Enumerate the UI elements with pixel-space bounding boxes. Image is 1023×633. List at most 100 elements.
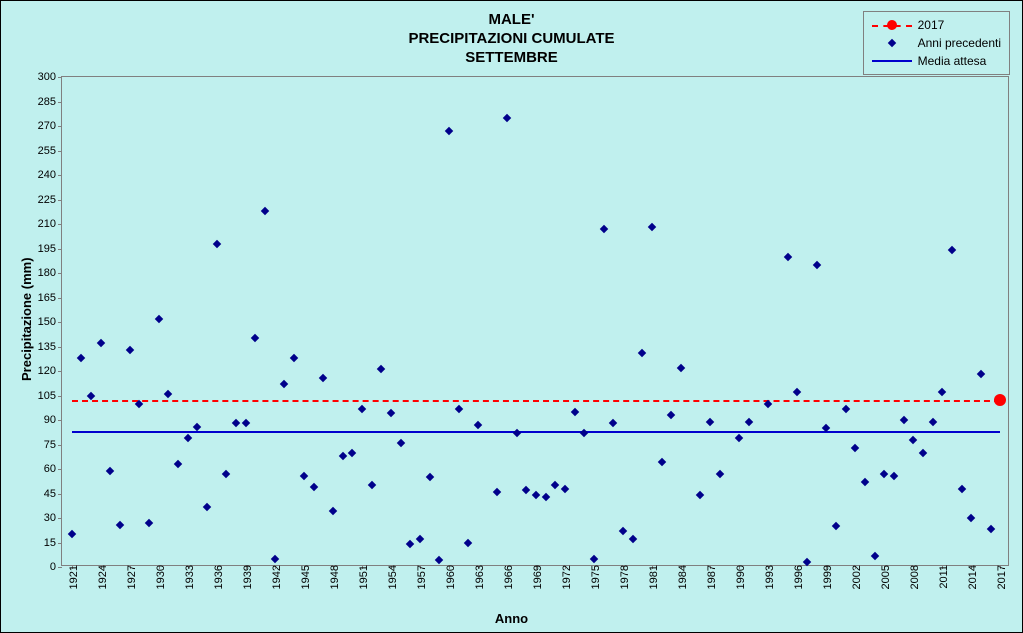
data-point bbox=[300, 471, 308, 479]
data-point bbox=[561, 484, 569, 492]
y-tick-label: 240 bbox=[38, 169, 62, 181]
legend-item-2017: 2017 bbox=[872, 16, 1001, 34]
data-point bbox=[522, 486, 530, 494]
x-tick-label: 1990 bbox=[731, 565, 747, 589]
data-point bbox=[948, 246, 956, 254]
data-point bbox=[222, 470, 230, 478]
x-tick-label: 1951 bbox=[354, 565, 370, 589]
data-point bbox=[406, 540, 414, 548]
y-tick-label: 300 bbox=[38, 71, 62, 83]
x-tick-label: 1930 bbox=[151, 565, 167, 589]
data-point bbox=[735, 434, 743, 442]
x-tick-label: 1984 bbox=[673, 565, 689, 589]
data-point bbox=[928, 417, 936, 425]
data-point bbox=[164, 390, 172, 398]
x-tick-label: 1975 bbox=[586, 565, 602, 589]
data-point bbox=[909, 435, 917, 443]
data-point bbox=[251, 334, 259, 342]
x-tick-label: 2002 bbox=[847, 565, 863, 589]
y-tick-label: 270 bbox=[38, 120, 62, 132]
data-point bbox=[551, 481, 559, 489]
data-point bbox=[590, 555, 598, 563]
y-tick-label: 255 bbox=[38, 145, 62, 157]
x-tick-label: 1981 bbox=[644, 565, 660, 589]
data-point bbox=[503, 114, 511, 122]
y-tick-label: 150 bbox=[38, 316, 62, 328]
year-2017-line bbox=[72, 400, 1001, 402]
x-tick-label: 1948 bbox=[325, 565, 341, 589]
legend-item-mean: Media attesa bbox=[872, 52, 1001, 70]
data-point bbox=[493, 488, 501, 496]
data-point bbox=[387, 409, 395, 417]
year-2017-marker bbox=[994, 394, 1006, 406]
legend-label-mean: Media attesa bbox=[918, 54, 987, 68]
legend-swatch-prev bbox=[872, 36, 912, 50]
data-point bbox=[783, 252, 791, 260]
data-point bbox=[454, 404, 462, 412]
data-point bbox=[145, 519, 153, 527]
data-point bbox=[338, 452, 346, 460]
data-point bbox=[203, 502, 211, 510]
data-point bbox=[648, 223, 656, 231]
data-point bbox=[745, 417, 753, 425]
data-point bbox=[184, 434, 192, 442]
y-tick-label: 90 bbox=[44, 414, 62, 426]
data-point bbox=[125, 346, 133, 354]
data-point bbox=[890, 471, 898, 479]
data-point bbox=[609, 419, 617, 427]
y-tick-label: 60 bbox=[44, 463, 62, 475]
data-point bbox=[377, 365, 385, 373]
y-tick-label: 180 bbox=[38, 267, 62, 279]
x-tick-label: 1933 bbox=[180, 565, 196, 589]
y-tick-label: 165 bbox=[38, 292, 62, 304]
x-tick-label: 2011 bbox=[934, 565, 950, 589]
data-point bbox=[425, 473, 433, 481]
legend: 2017 Anni precedenti Media attesa bbox=[863, 11, 1010, 75]
y-tick-label: 285 bbox=[38, 96, 62, 108]
data-point bbox=[280, 380, 288, 388]
data-point bbox=[213, 239, 221, 247]
x-tick-label: 1966 bbox=[499, 565, 515, 589]
x-tick-label: 1996 bbox=[789, 565, 805, 589]
x-tick-label: 1963 bbox=[470, 565, 486, 589]
plot-area: 0153045607590105120135150165180195210225… bbox=[61, 76, 1009, 566]
y-tick-label: 210 bbox=[38, 218, 62, 230]
x-tick-label: 2017 bbox=[992, 565, 1008, 589]
data-point bbox=[319, 373, 327, 381]
data-point bbox=[416, 535, 424, 543]
y-tick-label: 225 bbox=[38, 194, 62, 206]
data-point bbox=[329, 507, 337, 515]
x-tick-label: 2014 bbox=[963, 565, 979, 589]
data-point bbox=[812, 261, 820, 269]
data-point bbox=[348, 448, 356, 456]
data-point bbox=[899, 416, 907, 424]
data-point bbox=[87, 391, 95, 399]
x-tick-label: 2005 bbox=[876, 565, 892, 589]
legend-label-prev: Anni precedenti bbox=[918, 36, 1001, 50]
data-point bbox=[706, 417, 714, 425]
x-tick-label: 1957 bbox=[412, 565, 428, 589]
data-point bbox=[242, 419, 250, 427]
data-point bbox=[67, 530, 75, 538]
x-tick-label: 1945 bbox=[296, 565, 312, 589]
data-point bbox=[96, 339, 104, 347]
data-point bbox=[541, 493, 549, 501]
data-point bbox=[628, 535, 636, 543]
x-tick-label: 1921 bbox=[64, 565, 80, 589]
x-tick-label: 1924 bbox=[93, 565, 109, 589]
data-point bbox=[77, 354, 85, 362]
x-tick-label: 1942 bbox=[267, 565, 283, 589]
data-point bbox=[193, 422, 201, 430]
data-point bbox=[174, 460, 182, 468]
x-tick-label: 1936 bbox=[209, 565, 225, 589]
x-tick-label: 1969 bbox=[528, 565, 544, 589]
data-point bbox=[261, 207, 269, 215]
data-point bbox=[599, 225, 607, 233]
legend-swatch-2017 bbox=[872, 18, 912, 32]
data-point bbox=[638, 349, 646, 357]
legend-item-prev: Anni precedenti bbox=[872, 34, 1001, 52]
data-point bbox=[367, 481, 375, 489]
y-tick-label: 75 bbox=[44, 439, 62, 451]
x-tick-label: 1972 bbox=[557, 565, 573, 589]
y-tick-label: 45 bbox=[44, 488, 62, 500]
